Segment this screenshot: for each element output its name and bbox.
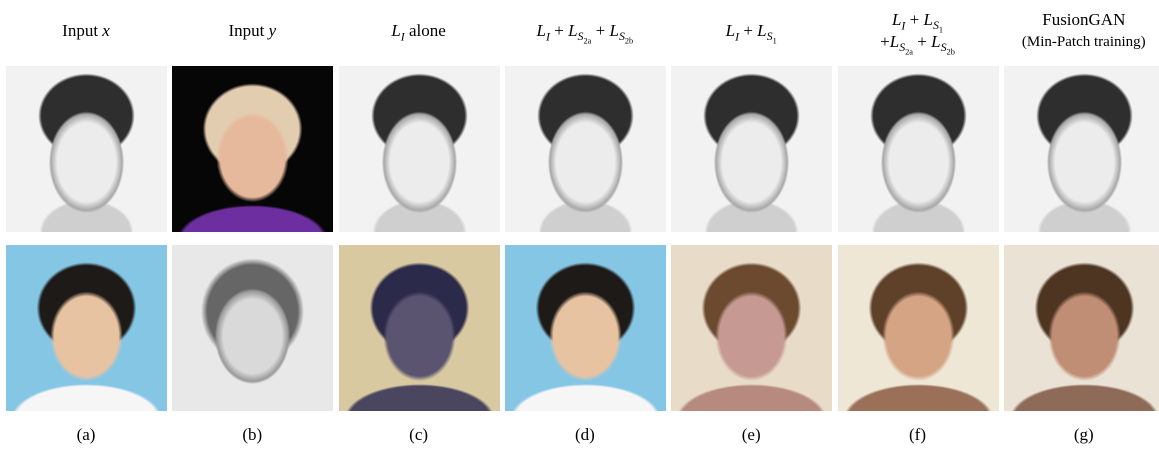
caption: (a)	[3, 425, 169, 445]
face-image	[505, 66, 666, 232]
column: LI + LS1+LS2a + LS2b(f)	[835, 0, 1001, 453]
math-symbol: L	[537, 21, 546, 40]
math-symbol: y	[269, 21, 277, 40]
subscript: S2a	[899, 40, 913, 54]
caption: (g)	[1001, 425, 1159, 445]
header-line: Input y	[228, 20, 276, 42]
column-header: LI + LS1	[668, 0, 834, 62]
math-symbol: L	[923, 10, 932, 29]
header-text: 2a	[905, 48, 913, 57]
caption: (f)	[835, 425, 1001, 445]
header-text: Input	[228, 21, 268, 40]
subscript: S1	[767, 29, 777, 43]
face-image	[172, 245, 333, 411]
header-text: +	[913, 32, 931, 51]
face-image	[671, 245, 832, 411]
header-line: +LS2a + LS2b	[880, 31, 955, 53]
face-image	[505, 245, 666, 411]
header-line: FusionGAN	[1042, 9, 1125, 31]
column: LI alone (c)	[336, 0, 502, 453]
subscript: S2b	[619, 29, 633, 43]
column: FusionGAN (Min-Patch training) (g)	[1001, 0, 1159, 453]
subscript: S2b	[941, 40, 955, 54]
header-text: +	[739, 21, 757, 40]
face-image	[671, 66, 832, 232]
math-symbol: L	[609, 21, 618, 40]
caption: (e)	[668, 425, 834, 445]
math-symbol: L	[568, 21, 577, 40]
column: Input y (b)	[169, 0, 335, 453]
math-symbol: L	[931, 32, 940, 51]
header-line: LI + LS1	[892, 9, 943, 31]
header-text: +	[591, 21, 609, 40]
header-text: +	[550, 21, 568, 40]
face-image	[172, 66, 333, 232]
face-image	[838, 66, 999, 232]
face-image	[1004, 245, 1159, 411]
header-line: (Min-Patch training)	[1022, 31, 1146, 53]
header-text: 2b	[625, 37, 633, 46]
header-text: alone	[405, 21, 446, 40]
column: Input x (a)	[3, 0, 169, 453]
header-text: 1	[773, 37, 777, 46]
header-line: LI alone	[391, 20, 446, 42]
column: LI + LS1 (e)	[668, 0, 834, 453]
subscript: S2a	[578, 29, 592, 43]
face-image	[838, 245, 999, 411]
subscript: 1	[773, 37, 777, 46]
math-symbol: L	[890, 32, 899, 51]
face-image	[6, 245, 167, 411]
header-text: +	[905, 10, 923, 29]
header-text: 2b	[947, 48, 955, 57]
header-text: Input	[62, 21, 102, 40]
column: LI + LS2a + LS2b (d)	[502, 0, 668, 453]
subscript: 2a	[905, 48, 913, 57]
header-text: +	[880, 32, 890, 51]
column-header: Input x	[3, 0, 169, 62]
header-line: LI + LS1	[726, 20, 777, 42]
math-symbol: L	[726, 21, 735, 40]
column-header: Input y	[169, 0, 335, 62]
column-header: LI + LS2a + LS2b	[502, 0, 668, 62]
header-text: FusionGAN	[1042, 10, 1125, 29]
math-symbol: x	[102, 21, 110, 40]
header-text: (Min-Patch training)	[1022, 34, 1146, 50]
caption: (d)	[502, 425, 668, 445]
face-image	[339, 245, 500, 411]
subscript: 2b	[947, 48, 955, 57]
column-header: LI + LS1+LS2a + LS2b	[835, 0, 1001, 62]
header-line: LI + LS2a + LS2b	[537, 20, 634, 42]
caption: (b)	[169, 425, 335, 445]
header-line: Input x	[62, 20, 110, 42]
math-symbol: L	[391, 21, 400, 40]
math-symbol: L	[892, 10, 901, 29]
math-symbol: L	[757, 21, 766, 40]
face-image	[339, 66, 500, 232]
column-header: FusionGAN (Min-Patch training)	[1001, 0, 1159, 62]
column-header: LI alone	[336, 0, 502, 62]
face-image	[1004, 66, 1159, 232]
subscript: 2b	[625, 37, 633, 46]
figure: Input x(a)Input y(b)LI alone(c)LI + LS2a…	[0, 0, 1159, 453]
face-image	[6, 66, 167, 232]
caption: (c)	[336, 425, 502, 445]
